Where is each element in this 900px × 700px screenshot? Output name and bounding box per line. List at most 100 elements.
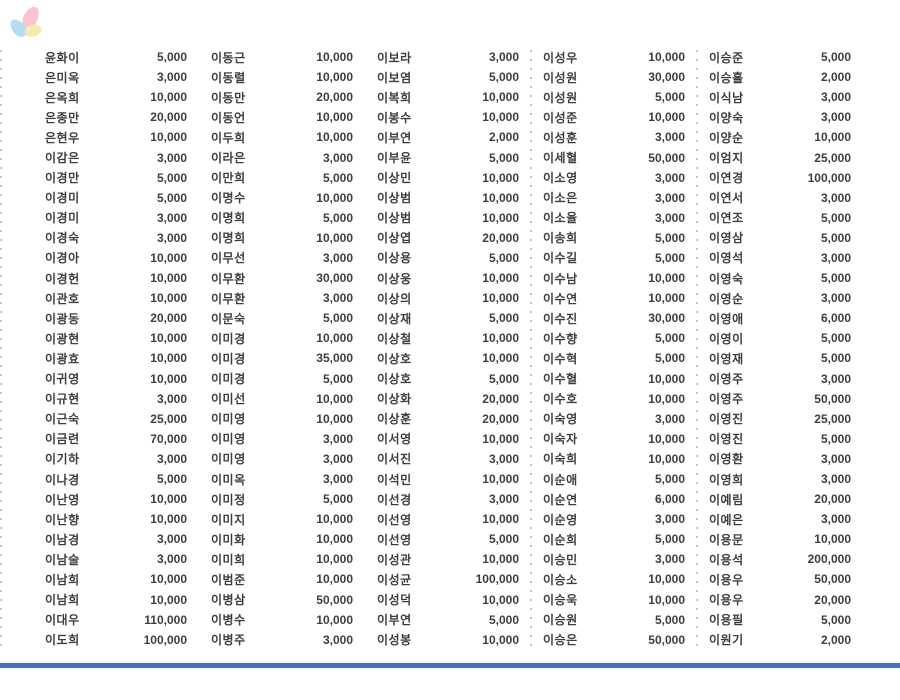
- donor-name: 이기하: [45, 452, 80, 467]
- donor-entry: 이상호 5,000: [377, 369, 519, 389]
- donor-amount: 10,000: [150, 572, 187, 587]
- donor-entry: 이관호 10,000: [45, 288, 187, 308]
- donor-name: 이수진: [543, 311, 578, 326]
- donor-name: 이승소: [543, 572, 578, 587]
- donor-entry: 이광현 10,000: [45, 328, 187, 348]
- donor-entry: 이난영 10,000: [45, 489, 187, 509]
- donor-name: 이귀영: [45, 372, 80, 387]
- donor-entry: 은옥희 10,000: [45, 87, 187, 107]
- donor-entry: 이명희 10,000: [211, 228, 353, 248]
- donor-amount: 10,000: [316, 411, 353, 426]
- donor-amount: 10,000: [482, 512, 519, 527]
- donor-name: 이수혁: [543, 351, 578, 366]
- donor-name: 이식남: [709, 90, 744, 105]
- donor-name: 이미경: [211, 351, 246, 366]
- donor-name: 이성봉: [377, 633, 412, 648]
- donor-entry: 이무환 3,000: [211, 288, 353, 308]
- donor-name: 이수길: [543, 251, 578, 266]
- donor-name: 이상용: [377, 251, 412, 266]
- donor-entry: 이숙영 3,000: [543, 409, 685, 429]
- donor-entry: 이나경 5,000: [45, 469, 187, 489]
- donor-amount: 5,000: [820, 331, 851, 346]
- donor-entry: 이수향 5,000: [543, 328, 685, 348]
- donor-amount: 5,000: [654, 250, 685, 265]
- donor-entry: 이연서 3,000: [709, 188, 851, 208]
- donor-name: 이상민: [377, 171, 412, 186]
- donor-entry: 이미정 5,000: [211, 489, 353, 509]
- donor-entry: 이영순 3,000: [709, 288, 851, 308]
- donor-amount: 20,000: [814, 492, 851, 507]
- column-divider-dotted: [0, 50, 2, 646]
- donor-entry: 이수혁 5,000: [543, 348, 685, 368]
- donor-name: 이상범: [377, 191, 412, 206]
- donor-name: 이미화: [211, 532, 246, 547]
- donor-amount: 3,000: [322, 451, 353, 466]
- donor-name: 이숙희: [543, 452, 578, 467]
- donor-name: 이병주: [211, 633, 246, 648]
- donor-name: 이원기: [709, 633, 744, 648]
- donor-entry: 이세혈 50,000: [543, 147, 685, 167]
- donor-entry: 이양숙 3,000: [709, 107, 851, 127]
- donor-amount: 25,000: [814, 150, 851, 165]
- donor-entry: 이선영 10,000: [377, 509, 519, 529]
- donor-amount: 30,000: [316, 271, 353, 286]
- donor-entry: 이소영 3,000: [543, 168, 685, 188]
- donor-amount: 5,000: [820, 431, 851, 446]
- donor-amount: 20,000: [482, 391, 519, 406]
- donor-amount: 3,000: [820, 250, 851, 265]
- donor-entry: 이남희 10,000: [45, 569, 187, 589]
- donor-amount: 10,000: [150, 492, 187, 507]
- donor-name: 이상철: [377, 331, 412, 346]
- donor-entry: 이보라 3,000: [377, 47, 519, 67]
- donor-amount: 10,000: [482, 271, 519, 286]
- donor-amount: 10,000: [150, 250, 187, 265]
- donor-name: 이성원: [543, 90, 578, 105]
- donor-entry: 이동언 10,000: [211, 107, 353, 127]
- donor-name: 이용석: [709, 552, 744, 567]
- donor-entry: 이순희 5,000: [543, 529, 685, 549]
- donor-amount: 10,000: [482, 170, 519, 185]
- donor-name: 이영주: [709, 372, 744, 387]
- donor-name: 이영이: [709, 331, 744, 346]
- donor-amount: 100,000: [807, 170, 851, 185]
- donor-name: 이선영: [377, 512, 412, 527]
- donor-name: 이나경: [45, 472, 80, 487]
- donor-amount: 5,000: [820, 612, 851, 627]
- donor-name: 이영삼: [709, 231, 744, 246]
- donor-name: 이용필: [709, 613, 744, 628]
- donor-amount: 2,000: [820, 632, 851, 647]
- donor-amount: 5,000: [820, 230, 851, 245]
- donor-amount: 3,000: [156, 70, 187, 85]
- donor-amount: 110,000: [144, 612, 187, 627]
- donor-name: 이미희: [211, 552, 246, 567]
- donor-amount: 3,000: [654, 170, 685, 185]
- donor-name: 이무환: [211, 291, 246, 306]
- donor-name: 이양숙: [709, 110, 744, 125]
- donor-name: 이예은: [709, 512, 744, 527]
- donor-amount: 35,000: [316, 351, 353, 366]
- donor-amount: 5,000: [156, 50, 187, 65]
- donor-amount: 10,000: [150, 371, 187, 386]
- donor-amount: 5,000: [820, 210, 851, 225]
- donor-entry: 이무선 3,000: [211, 248, 353, 268]
- donor-name: 이경미: [45, 191, 80, 206]
- donor-name: 이석민: [377, 472, 412, 487]
- donor-name: 이연경: [709, 171, 744, 186]
- donor-amount: 10,000: [150, 90, 187, 105]
- donor-entry: 이순연 6,000: [543, 489, 685, 509]
- donor-amount: 3,000: [322, 472, 353, 487]
- donor-entry: 이성균 100,000: [377, 569, 519, 589]
- donor-name: 이선영: [377, 532, 412, 547]
- donor-amount: 3,000: [322, 632, 353, 647]
- donor-entry: 이상훈 20,000: [377, 409, 519, 429]
- donor-entry: 이수혈 10,000: [543, 369, 685, 389]
- donor-amount: 3,000: [156, 532, 187, 547]
- donor-amount: 10,000: [150, 592, 187, 607]
- donor-name: 이순영: [543, 512, 578, 527]
- donor-name: 이양순: [709, 130, 744, 145]
- donor-entry: 이상철 10,000: [377, 328, 519, 348]
- donor-entry: 이경숙 3,000: [45, 228, 187, 248]
- donor-amount: 3,000: [820, 371, 851, 386]
- donor-name: 이부연: [377, 130, 412, 145]
